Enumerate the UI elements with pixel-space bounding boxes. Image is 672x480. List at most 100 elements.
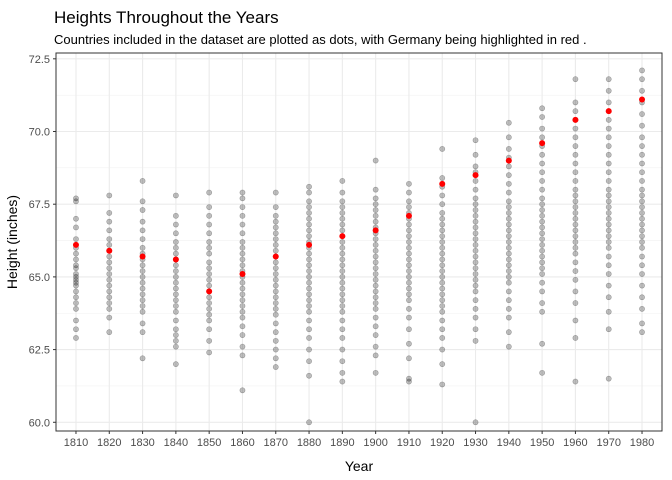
germany-point bbox=[172, 256, 179, 263]
country-point bbox=[605, 239, 612, 245]
country-point bbox=[306, 183, 312, 190]
country-point bbox=[372, 294, 379, 301]
country-point bbox=[605, 186, 612, 193]
country-point bbox=[472, 297, 479, 304]
country-point bbox=[73, 335, 79, 341]
country-point bbox=[73, 300, 79, 306]
country-point bbox=[372, 323, 379, 330]
country-point bbox=[306, 358, 312, 365]
country-point bbox=[505, 134, 512, 141]
country-point bbox=[172, 332, 179, 338]
country-point bbox=[306, 372, 312, 379]
x-tick-label: 1920 bbox=[430, 437, 454, 449]
y-axis-title: Height (inches) bbox=[4, 195, 20, 289]
country-point bbox=[605, 143, 612, 149]
country-point bbox=[572, 108, 579, 115]
country-point bbox=[572, 204, 579, 211]
country-point bbox=[272, 294, 279, 301]
country-point bbox=[73, 273, 79, 280]
country-point bbox=[372, 305, 379, 312]
country-point bbox=[505, 198, 512, 205]
country-point bbox=[73, 198, 79, 205]
country-point bbox=[106, 276, 113, 283]
country-point bbox=[206, 300, 213, 306]
country-point bbox=[339, 358, 346, 365]
country-point bbox=[639, 198, 645, 205]
country-point bbox=[106, 265, 113, 272]
x-tick-label: 1960 bbox=[563, 437, 587, 449]
germany-point bbox=[339, 233, 346, 240]
x-axis-title: Year bbox=[345, 458, 374, 474]
country-point bbox=[605, 76, 612, 83]
country-point bbox=[272, 320, 279, 327]
country-point bbox=[605, 125, 612, 132]
country-point bbox=[139, 244, 146, 251]
country-point bbox=[339, 239, 346, 245]
germany-points bbox=[72, 96, 646, 295]
country-point bbox=[339, 291, 346, 298]
country-point bbox=[472, 218, 479, 225]
country-point bbox=[406, 279, 412, 286]
country-point bbox=[172, 317, 179, 324]
country-point bbox=[306, 273, 312, 280]
country-point bbox=[139, 303, 146, 309]
country-point bbox=[539, 218, 546, 225]
country-point bbox=[505, 262, 512, 269]
country-point bbox=[539, 207, 546, 213]
country-point bbox=[372, 201, 379, 208]
country-point bbox=[639, 143, 645, 149]
country-point bbox=[172, 279, 179, 286]
country-point bbox=[439, 308, 446, 315]
country-point bbox=[73, 215, 79, 222]
country-point bbox=[472, 163, 479, 170]
country-point bbox=[106, 271, 113, 277]
country-point bbox=[406, 233, 412, 240]
country-point bbox=[639, 282, 645, 289]
country-point bbox=[239, 297, 246, 304]
country-point bbox=[472, 151, 479, 158]
country-point bbox=[106, 288, 113, 295]
country-point bbox=[106, 253, 113, 260]
country-point bbox=[439, 291, 446, 298]
country-point bbox=[306, 326, 312, 333]
germany-point bbox=[439, 180, 446, 187]
country-point bbox=[572, 276, 579, 283]
country-point bbox=[439, 273, 446, 280]
germany-point bbox=[372, 227, 379, 234]
country-point bbox=[306, 303, 312, 309]
country-point bbox=[372, 332, 379, 338]
country-point bbox=[439, 215, 446, 222]
country-point bbox=[172, 221, 179, 228]
country-point bbox=[406, 340, 412, 347]
country-point bbox=[372, 242, 379, 248]
country-point bbox=[106, 236, 113, 242]
country-point bbox=[239, 291, 246, 298]
country-point bbox=[439, 317, 446, 324]
country-point bbox=[639, 239, 645, 245]
country-point bbox=[539, 242, 546, 248]
country-point bbox=[605, 271, 612, 277]
country-point bbox=[73, 305, 79, 312]
country-point bbox=[505, 297, 512, 304]
country-point bbox=[539, 340, 546, 347]
country-point bbox=[472, 337, 479, 344]
country-point bbox=[339, 210, 346, 216]
country-point bbox=[639, 233, 645, 240]
country-point bbox=[172, 326, 179, 333]
country-point bbox=[639, 221, 645, 228]
country-point bbox=[539, 230, 546, 237]
country-point bbox=[172, 192, 179, 199]
country-point bbox=[439, 146, 446, 152]
country-point bbox=[505, 233, 512, 240]
country-point bbox=[406, 239, 412, 245]
country-point bbox=[406, 262, 412, 269]
country-point bbox=[572, 192, 579, 199]
country-point bbox=[439, 346, 446, 353]
country-point bbox=[339, 279, 346, 286]
country-point bbox=[206, 337, 213, 344]
country-point bbox=[605, 221, 612, 228]
country-point bbox=[206, 212, 213, 219]
country-point bbox=[306, 189, 312, 196]
country-point bbox=[539, 105, 546, 112]
country-point bbox=[572, 178, 579, 184]
